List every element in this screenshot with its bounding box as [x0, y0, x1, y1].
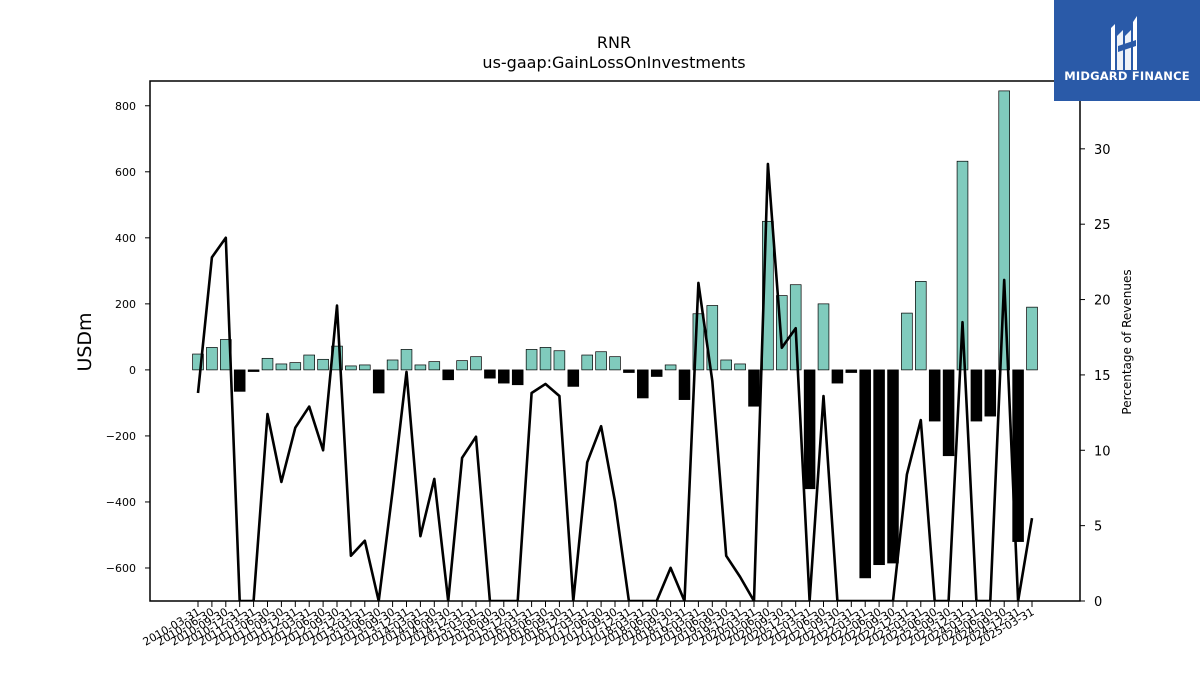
bar-2016-06-30 [539, 347, 552, 371]
right-axis: 0 5 10 15 20 25 30 [1080, 143, 1111, 610]
bar-2024-09-30 [998, 90, 1010, 371]
bar-2022-03-31 [859, 369, 871, 579]
y-tick-label: 0 [129, 364, 136, 377]
bar-2023-06-30 [928, 369, 941, 422]
bar-2019-09-30 [720, 359, 732, 371]
logo-text: MIDGARD FINANCE [1064, 69, 1190, 83]
y2-tick-label: 5 [1094, 520, 1102, 535]
revenue-percentage-line [196, 162, 1034, 601]
bar-2017-12-31 [623, 369, 635, 373]
y-tick-label: −600 [106, 562, 136, 575]
y2-tick-label: 30 [1094, 143, 1111, 158]
bar-2012-12-31 [345, 365, 357, 371]
y2-tick-label: 20 [1094, 294, 1111, 309]
bar-2011-03-31 [247, 369, 260, 372]
bar-2021-12-31 [845, 369, 858, 373]
bar-2019-03-31 [692, 313, 705, 371]
bar-2014-06-30 [428, 361, 441, 371]
bar-2015-09-30 [498, 369, 510, 384]
bar-2011-06-30 [261, 357, 274, 371]
bar-2013-12-31 [400, 349, 413, 371]
y-tick-label: 200 [115, 298, 136, 311]
bar-2018-09-30 [664, 364, 677, 371]
bar-2018-06-30 [650, 369, 663, 377]
bar-2014-12-31 [456, 360, 468, 371]
bar-2025-03-31 [1026, 306, 1038, 371]
logo-mark-icon [1111, 16, 1137, 70]
y2-tick-label: 25 [1094, 218, 1111, 233]
y2-axis-label: Percentage of Revenues [1120, 269, 1134, 414]
bar-2014-09-30 [442, 369, 454, 381]
bar-2024-06-30 [984, 369, 997, 417]
chart-subtitle: us-gaap:GainLossOnInvestments [482, 53, 745, 72]
bar-2013-06-30 [372, 369, 385, 394]
bar-2013-03-31 [359, 364, 371, 371]
bar-2010-12-31 [233, 369, 246, 392]
bar-2021-09-30 [831, 369, 844, 384]
bar-2022-12-31 [901, 312, 913, 371]
bar-2023-03-31 [915, 281, 927, 371]
bar-2020-03-31 [748, 369, 760, 407]
bar-2022-06-30 [873, 369, 885, 566]
bar-2017-06-30 [595, 351, 607, 371]
bar-2015-12-31 [511, 369, 524, 386]
y-tick-label: −400 [106, 496, 136, 509]
bar-2012-06-30 [317, 358, 329, 371]
brand-logo: MIDGARD FINANCE [1054, 0, 1200, 101]
bar-2018-12-31 [678, 369, 691, 400]
y-tick-label: 600 [115, 166, 136, 179]
bar-2016-09-30 [553, 350, 566, 371]
y2-tick-label: 10 [1094, 444, 1111, 459]
bar-2023-12-31 [956, 160, 969, 371]
y-axis-label: USDm [74, 312, 96, 371]
plot-frame [149, 80, 1081, 602]
bar-2024-03-31 [970, 369, 983, 422]
chart-title: RNR [597, 33, 631, 52]
bar-2018-03-31 [637, 369, 649, 399]
bar-2021-06-30 [817, 303, 830, 371]
y2-tick-label: 15 [1094, 369, 1111, 384]
bar-2022-09-30 [887, 369, 899, 564]
y-tick-label: 800 [115, 100, 136, 113]
bar-2010-03-31 [192, 353, 204, 371]
line-layer [196, 162, 1034, 601]
bar-2015-03-31 [470, 356, 482, 371]
bar-2017-03-31 [581, 354, 593, 371]
y-tick-label: −200 [106, 430, 136, 443]
bar-2015-06-30 [484, 369, 496, 379]
bar-2011-09-30 [275, 363, 288, 371]
bar-2019-12-31 [734, 363, 746, 371]
x-axis: 2010-03-312010-06-302010-09-302010-12-31… [141, 601, 1037, 649]
bar-2010-06-30 [206, 347, 218, 371]
bar-2014-03-31 [414, 364, 427, 371]
bar-2013-09-30 [386, 359, 399, 371]
bar-2011-12-31 [289, 362, 302, 371]
bar-2021-03-31 [803, 369, 816, 490]
y-tick-label: 400 [115, 232, 136, 245]
bar-2012-03-31 [303, 354, 315, 371]
bar-2017-09-30 [609, 356, 621, 371]
bar-2016-12-31 [567, 369, 580, 387]
left-axis: −600 −400 −200 0 200 400 600 800 [106, 100, 150, 575]
y2-tick-label: 0 [1094, 595, 1102, 610]
bar-2016-03-31 [525, 349, 538, 371]
bar-2023-09-30 [942, 369, 955, 457]
